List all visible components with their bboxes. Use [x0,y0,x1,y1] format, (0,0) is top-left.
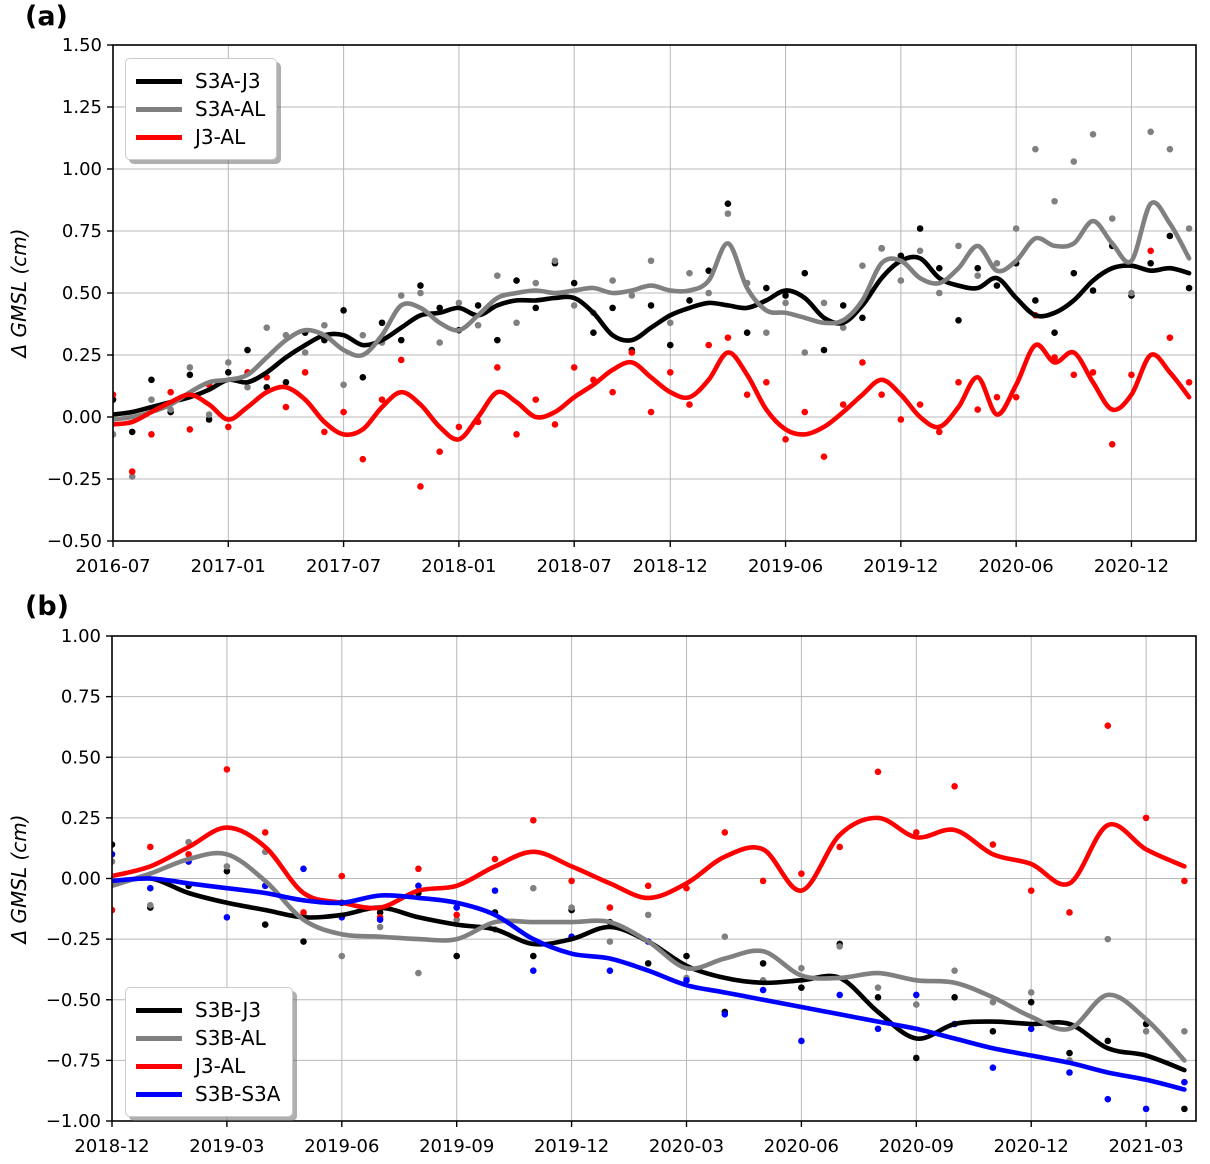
svg-text:2020-06: 2020-06 [764,1136,839,1157]
svg-text:2020-09: 2020-09 [879,1136,954,1157]
legend-panel-a: S3A-J3 S3A-AL J3-AL [125,58,277,160]
svg-text:2020-06: 2020-06 [979,556,1054,577]
svg-text:2021-03: 2021-03 [1108,1136,1183,1157]
svg-text:2020-12: 2020-12 [1094,556,1169,577]
svg-text:−0.25: −0.25 [46,929,101,950]
svg-text:2019-12: 2019-12 [863,556,938,577]
svg-text:2020-12: 2020-12 [994,1136,1069,1157]
svg-text:−1.00: −1.00 [46,1111,101,1132]
legend-line-swatch [136,78,182,84]
svg-text:0.50: 0.50 [61,747,101,768]
legend-panel-b: S3B-J3 S3B-AL J3-AL S3B-S3A [125,987,293,1117]
svg-text:0.00: 0.00 [61,869,101,890]
svg-text:2018-07: 2018-07 [537,556,612,577]
legend-line-swatch [136,1091,182,1097]
svg-text:1.00: 1.00 [61,626,101,647]
svg-text:0.75: 0.75 [62,221,102,242]
svg-text:2019-06: 2019-06 [748,556,823,577]
svg-text:2018-01: 2018-01 [421,556,496,577]
legend-line-swatch [136,106,182,112]
svg-text:2018-12: 2018-12 [74,1136,149,1157]
legend-line-swatch [136,134,182,140]
svg-text:0.25: 0.25 [61,808,101,829]
legend-label: S3A-AL [195,97,266,121]
svg-text:1.00: 1.00 [62,159,102,180]
svg-text:−0.50: −0.50 [46,990,101,1011]
svg-text:2018-12: 2018-12 [633,556,708,577]
svg-text:2019-09: 2019-09 [419,1136,494,1157]
panel-a-label: (a) [25,1,68,32]
svg-text:2020-03: 2020-03 [649,1136,724,1157]
legend-label: S3B-S3A [195,1082,281,1106]
svg-text:0.50: 0.50 [62,283,102,304]
svg-text:2019-06: 2019-06 [304,1136,379,1157]
legend-label: S3B-AL [195,1026,266,1050]
legend-item-s3a-j3: S3A-J3 [136,69,262,93]
svg-text:0.25: 0.25 [62,345,102,366]
svg-text:1.25: 1.25 [62,97,102,118]
svg-text:1.50: 1.50 [62,35,102,56]
svg-text:−0.25: −0.25 [47,469,102,490]
legend-item-s3b-al: S3B-AL [136,1026,278,1050]
svg-text:−0.50: −0.50 [47,531,102,552]
legend-item-s3b-s3a: S3B-S3A [136,1082,281,1106]
legend-item-j3-al-b: J3-AL [136,1054,278,1078]
legend-line-swatch [136,1035,182,1041]
legend-label: S3B-J3 [195,998,262,1022]
panel-b-y-axis-label: Δ GMSL (cm) [7,814,31,944]
panel-b-label: (b) [25,591,70,622]
legend-item-j3-al-a: J3-AL [136,125,262,149]
legend-line-swatch [136,1063,182,1069]
legend-item-s3a-al: S3A-AL [136,97,266,121]
legend-line-swatch [136,1007,182,1013]
svg-text:2019-12: 2019-12 [534,1136,609,1157]
svg-text:0.00: 0.00 [62,407,102,428]
legend-label: J3-AL [195,1054,246,1078]
panel-a-y-axis-label: Δ GMSL (cm) [7,228,31,358]
svg-text:2017-07: 2017-07 [306,556,381,577]
legend-label: S3A-J3 [195,69,261,93]
svg-text:2017-01: 2017-01 [191,556,266,577]
legend-label: J3-AL [195,125,246,149]
svg-text:2019-03: 2019-03 [189,1136,264,1157]
svg-text:0.75: 0.75 [61,687,101,708]
legend-item-s3b-j3: S3B-J3 [136,998,278,1022]
svg-text:2016-07: 2016-07 [75,556,150,577]
svg-text:−0.75: −0.75 [46,1050,101,1071]
